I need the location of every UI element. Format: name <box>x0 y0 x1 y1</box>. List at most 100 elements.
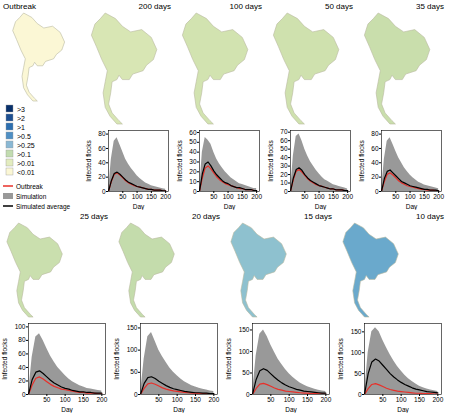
svg-text:150: 150 <box>146 193 157 200</box>
svg-text:Infected flocks: Infected flocks <box>358 139 365 181</box>
svg-text:50: 50 <box>242 369 250 376</box>
svg-text:50: 50 <box>43 396 51 403</box>
svg-text:80: 80 <box>18 336 26 343</box>
svg-text:150: 150 <box>302 396 313 403</box>
svg-text:0: 0 <box>134 391 138 398</box>
svg-text:Simulated average: Simulated average <box>16 203 71 211</box>
svg-text:0: 0 <box>22 391 26 398</box>
svg-text:Day: Day <box>133 203 145 211</box>
svg-text:150: 150 <box>328 193 339 200</box>
svg-text:30: 30 <box>189 158 197 165</box>
svg-text:150: 150 <box>414 396 425 403</box>
svg-text:60: 60 <box>98 145 106 152</box>
svg-text:150: 150 <box>190 396 201 403</box>
svg-text:20: 20 <box>98 173 106 180</box>
svg-text:200: 200 <box>251 193 262 200</box>
svg-text:50: 50 <box>392 193 400 200</box>
svg-text:40: 40 <box>189 148 197 155</box>
svg-text:150: 150 <box>419 193 430 200</box>
svg-text:50 days: 50 days <box>325 2 353 11</box>
svg-text:200: 200 <box>342 193 353 200</box>
svg-text:Day: Day <box>285 406 297 414</box>
svg-text:200: 200 <box>96 396 107 403</box>
svg-text:20: 20 <box>371 173 379 180</box>
svg-text:10: 10 <box>280 179 288 186</box>
svg-text:10: 10 <box>189 178 197 185</box>
svg-text:>0.1: >0.1 <box>17 151 31 158</box>
svg-text:100: 100 <box>351 349 362 356</box>
svg-text:Simulation: Simulation <box>16 193 47 200</box>
svg-text:150: 150 <box>237 193 248 200</box>
svg-text:80: 80 <box>98 130 106 137</box>
svg-text:>1: >1 <box>17 124 25 131</box>
svg-text:200: 200 <box>432 396 443 403</box>
svg-text:100: 100 <box>172 396 183 403</box>
svg-text:>0.01: >0.01 <box>17 160 35 167</box>
svg-text:10 days: 10 days <box>416 212 444 221</box>
svg-text:50: 50 <box>354 370 362 377</box>
svg-text:100: 100 <box>60 396 71 403</box>
svg-text:0: 0 <box>284 188 288 195</box>
svg-text:Infected flocks: Infected flocks <box>1 337 8 379</box>
svg-text:200: 200 <box>208 396 219 403</box>
svg-text:100: 100 <box>132 193 143 200</box>
svg-text:150: 150 <box>351 328 362 335</box>
svg-text:Day: Day <box>406 203 418 211</box>
svg-text:0: 0 <box>193 188 197 195</box>
svg-text:50: 50 <box>130 368 138 375</box>
svg-text:40: 40 <box>98 159 106 166</box>
svg-text:100: 100 <box>15 323 26 330</box>
svg-text:150: 150 <box>127 324 138 331</box>
svg-text:100: 100 <box>239 348 250 355</box>
svg-text:Infected flocks: Infected flocks <box>113 337 120 379</box>
svg-text:Day: Day <box>397 406 409 414</box>
svg-text:<0.01: <0.01 <box>17 169 35 176</box>
svg-text:Infected flocks: Infected flocks <box>225 337 232 379</box>
svg-text:50: 50 <box>155 396 163 403</box>
svg-text:50: 50 <box>119 193 127 200</box>
svg-text:Day: Day <box>61 406 73 414</box>
svg-text:100: 100 <box>314 193 325 200</box>
svg-text:100: 100 <box>127 346 138 353</box>
svg-text:Day: Day <box>315 203 327 211</box>
svg-text:70: 70 <box>280 128 288 135</box>
svg-text:100: 100 <box>284 396 295 403</box>
svg-text:100: 100 <box>396 396 407 403</box>
svg-text:Infected flocks: Infected flocks <box>85 139 92 181</box>
svg-text:30: 30 <box>280 162 288 169</box>
svg-text:50: 50 <box>267 396 275 403</box>
svg-text:200: 200 <box>160 193 171 200</box>
svg-text:100 days: 100 days <box>230 2 262 11</box>
svg-text:60: 60 <box>189 129 197 136</box>
svg-text:50: 50 <box>189 138 197 145</box>
svg-text:150: 150 <box>78 396 89 403</box>
svg-text:50: 50 <box>210 193 218 200</box>
svg-text:20: 20 <box>18 377 26 384</box>
svg-text:>2: >2 <box>17 115 25 122</box>
svg-text:100: 100 <box>223 193 234 200</box>
svg-text:60: 60 <box>280 137 288 144</box>
svg-text:0: 0 <box>246 391 250 398</box>
svg-text:80: 80 <box>371 130 379 137</box>
svg-text:Day: Day <box>173 406 185 414</box>
svg-text:>0.5: >0.5 <box>17 133 31 140</box>
svg-text:200 days: 200 days <box>139 2 171 11</box>
svg-text:0: 0 <box>102 188 106 195</box>
svg-text:20 days: 20 days <box>192 212 220 221</box>
svg-text:0: 0 <box>375 188 379 195</box>
svg-text:150: 150 <box>239 326 250 333</box>
svg-text:200: 200 <box>320 396 331 403</box>
svg-text:50: 50 <box>379 396 387 403</box>
svg-text:200: 200 <box>433 193 444 200</box>
svg-text:0: 0 <box>358 391 362 398</box>
svg-text:Outbreak: Outbreak <box>3 2 37 11</box>
svg-text:25 days: 25 days <box>80 212 108 221</box>
svg-text:>0.25: >0.25 <box>17 142 35 149</box>
svg-text:>3: >3 <box>17 106 25 113</box>
svg-text:40: 40 <box>18 364 26 371</box>
svg-text:20: 20 <box>189 168 197 175</box>
svg-text:60: 60 <box>18 350 26 357</box>
svg-text:20: 20 <box>280 171 288 178</box>
svg-text:50: 50 <box>301 193 309 200</box>
svg-text:Infected flocks: Infected flocks <box>337 337 344 379</box>
